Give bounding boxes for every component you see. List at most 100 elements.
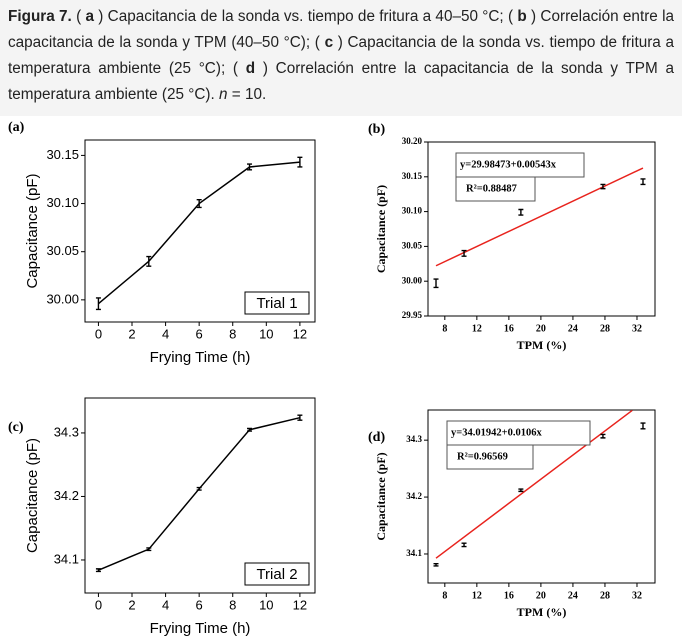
r2-box [446,444,534,470]
x-tick-label: 16 [504,590,514,601]
x-axis-label: TPM (%) [517,338,567,352]
x-tick-label: 6 [196,597,203,612]
x-tick-label: 10 [259,326,273,341]
caption-part: = 10. [227,86,267,103]
y-axis-label: Capacitance (pF) [374,185,388,273]
y-tick-label: 34.2 [406,491,422,501]
x-tick-label: 20 [536,590,546,601]
x-tick-label: 12 [472,323,482,334]
error-bar [146,255,152,267]
plot-frame [427,409,656,584]
caption-part: ) Correlación entre la capacitancia de l… [8,60,674,103]
panel-label: (c) [8,420,24,435]
x-axis-label: Frying Time (h) [150,349,251,366]
y-tick-label: 34.3 [406,434,422,444]
panel-label: (a) [8,120,25,135]
x-tick-label: 12 [293,326,307,341]
error-bar [297,156,303,168]
x-tick-label: 2 [128,326,135,341]
y-tick-label: 29.95 [402,310,423,320]
caption-part: b [517,8,527,25]
caption-part: n [219,86,228,103]
caption-part: ) Correlación entre la capacitancia de l… [8,8,674,51]
x-axis-label: TPM (%) [517,605,567,619]
equation-box [455,152,585,178]
y-tick-label: 34.2 [54,488,79,503]
error-bar [247,427,253,432]
figure-caption: Figura 7. ( a ) Capacitancia de la sonda… [0,0,682,116]
error-bar [461,542,467,548]
fit-equation: y=29.98473+0.00543x [460,159,557,170]
error-bar [95,568,101,573]
error-bar [600,183,606,190]
x-tick-label: 4 [162,597,169,612]
error-bar [518,208,524,216]
panel-label: (d) [368,430,385,445]
error-bar [196,486,202,491]
plot-frame [84,139,316,323]
fit-equation: y=34.01942+0.0106x [451,427,542,438]
legend-text: Trial 2 [256,566,297,583]
equation-box [446,420,591,446]
data-line [98,416,301,571]
y-tick-label: 30.05 [46,243,79,258]
error-bar [196,199,202,209]
x-tick-label: 24 [568,323,578,334]
data-line [97,161,300,305]
y-tick-label: 34.1 [406,548,422,558]
x-tick-label: 0 [95,326,102,341]
x-tick-label: 32 [632,323,642,334]
error-bar [433,562,439,567]
legend-box [244,562,310,586]
y-tick-label: 30.10 [46,195,79,210]
y-tick-label: 34.3 [54,424,79,439]
x-tick-label: 32 [632,590,642,601]
caption-part: ) Capacitancia de la sonda vs. tiempo de… [8,34,674,77]
legend-text: Trial 1 [256,295,297,312]
error-bar [640,422,646,430]
x-tick-label: 8 [442,590,447,601]
y-axis-label: Capacitance (pF) [24,438,41,553]
fit-line [435,167,644,267]
y-tick-label: 30.05 [402,240,423,250]
error-bar [247,163,253,171]
x-tick-label: 28 [600,590,610,601]
caption-part: Figura 7. [8,8,72,25]
x-tick-label: 4 [162,326,169,341]
y-tick-label: 30.00 [402,275,423,285]
error-bar [433,278,439,289]
x-tick-label: 8 [229,326,236,341]
plot-frame [84,397,316,594]
error-bar [297,414,303,421]
error-bar [95,297,101,311]
x-tick-label: 8 [442,323,447,334]
y-tick-label: 30.00 [46,291,79,306]
caption-part: ) Capacitancia de la sonda vs. tiempo de… [94,8,518,25]
plot-frame [427,141,656,317]
error-bar [640,178,646,186]
x-tick-label: 8 [229,597,236,612]
error-bar [600,433,606,439]
error-bar [146,547,152,552]
x-tick-label: 20 [536,323,546,334]
x-tick-label: 24 [568,590,578,601]
x-tick-label: 28 [600,323,610,334]
fit-r2: R²=0.96569 [457,451,508,462]
fit-line [435,409,633,559]
caption-part: ( [71,8,86,25]
legend-box [244,291,310,315]
panel-label: (b) [368,122,385,137]
y-axis-label: Capacitance (pF) [24,173,41,288]
x-tick-label: 0 [95,597,102,612]
y-tick-label: 30.10 [402,206,423,216]
r2-box [455,176,536,202]
y-tick-label: 34.1 [54,551,79,566]
x-axis-label: Frying Time (h) [150,620,251,637]
x-tick-label: 12 [293,597,307,612]
x-tick-label: 10 [259,597,273,612]
error-bar [461,249,467,257]
y-tick-label: 30.20 [402,136,423,146]
y-tick-label: 30.15 [46,147,79,162]
